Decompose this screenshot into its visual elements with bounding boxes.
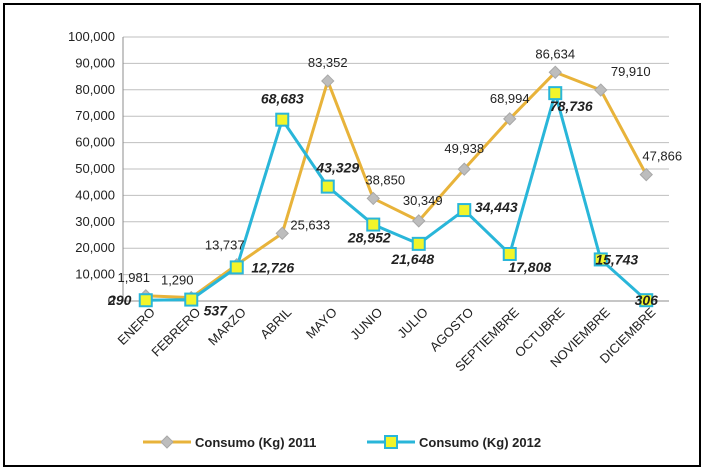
point-2011 — [321, 74, 335, 88]
data-label-2012: 290 — [107, 292, 132, 308]
y-tick-label: 10,000 — [75, 267, 115, 282]
legend-marker-2011 — [160, 435, 174, 449]
point-2012 — [411, 236, 426, 251]
y-tick-label: 50,000 — [75, 161, 115, 176]
y-tick-label: 0 — [108, 293, 115, 308]
data-label-2012: 78,736 — [550, 98, 593, 114]
data-label-2012: 34,443 — [475, 199, 518, 215]
point-2011 — [275, 226, 289, 241]
y-tick-label: 90,000 — [75, 55, 115, 70]
data-label-2012: 21,648 — [390, 251, 434, 267]
data-label-2012: 17,808 — [508, 259, 551, 275]
data-label-2011: 86,634 — [535, 46, 575, 61]
chart-frame: 0 10,000 20,000 30,000 40,000 50,000 60,000 70,… — [3, 3, 701, 467]
y-tick-label: 70,000 — [75, 108, 115, 123]
point-2012 — [184, 292, 199, 307]
y-tick-label: 60,000 — [75, 135, 115, 150]
point-2012 — [320, 179, 335, 194]
legend-label-2011: Consumo (Kg) 2011 — [195, 435, 316, 450]
point-2012 — [275, 112, 290, 127]
data-label-2011: 25,633 — [290, 217, 330, 232]
point-2011 — [366, 191, 380, 206]
x-tick-label: ENERO — [115, 305, 158, 348]
data-label-2012: 28,952 — [347, 230, 391, 246]
data-label-2011: 79,910 — [611, 64, 651, 79]
data-label-2012: 12,726 — [251, 259, 294, 275]
point-2012 — [593, 252, 608, 267]
data-label-2011: 68,994 — [490, 91, 530, 106]
data-label-2012: 537 — [204, 303, 229, 319]
point-2012 — [639, 293, 654, 308]
data-label-2012: 43,329 — [315, 160, 359, 176]
point-2012 — [548, 86, 563, 101]
x-tick-label: JUNIO — [347, 305, 385, 343]
point-2011 — [457, 162, 471, 176]
point-2012 — [138, 293, 153, 308]
series-line-2012 — [145, 91, 648, 302]
data-label-2011: 1,981 — [117, 270, 150, 285]
point-2011 — [412, 214, 426, 228]
data-label-2011: 38,850 — [365, 172, 405, 187]
data-label-2011: 13,737 — [205, 238, 245, 253]
line-chart: 0 10,000 20,000 30,000 40,000 50,000 60,000 70,… — [68, 29, 682, 450]
y-tick-label: 20,000 — [75, 240, 115, 255]
data-label-2011: 49,938 — [444, 141, 484, 156]
point-2012 — [366, 217, 381, 232]
data-label-2011: 47,866 — [642, 149, 682, 164]
point-2011 — [548, 65, 562, 79]
x-tick-label: FEBRERO — [148, 305, 203, 360]
data-label-2011: 30,349 — [403, 193, 443, 208]
point-2012 — [457, 203, 472, 218]
x-tick-label: ABRIL — [257, 305, 294, 342]
y-tick-label: 100,000 — [68, 29, 115, 44]
point-2011 — [503, 112, 517, 126]
legend-marker-2012 — [384, 435, 398, 449]
y-tick-label: 30,000 — [75, 214, 115, 229]
data-label-2011: 83,352 — [308, 55, 348, 70]
point-2011 — [639, 167, 653, 182]
legend-label-2012: Consumo (Kg) 2012 — [419, 435, 541, 450]
point-2012 — [229, 260, 244, 275]
data-label-2011: 1,290 — [161, 273, 194, 288]
x-tick-label: JULIO — [394, 305, 431, 342]
point-2012 — [502, 246, 517, 261]
x-tick-label: MAYO — [303, 305, 340, 342]
series-line-2011 — [145, 70, 648, 300]
y-tick-label: 40,000 — [75, 187, 115, 202]
data-label-2012: 306 — [635, 292, 659, 308]
point-2011 — [594, 83, 608, 97]
data-label-2012: 68,683 — [261, 91, 304, 107]
y-tick-label: 80,000 — [75, 82, 115, 97]
data-label-2012: 15,743 — [595, 251, 638, 267]
